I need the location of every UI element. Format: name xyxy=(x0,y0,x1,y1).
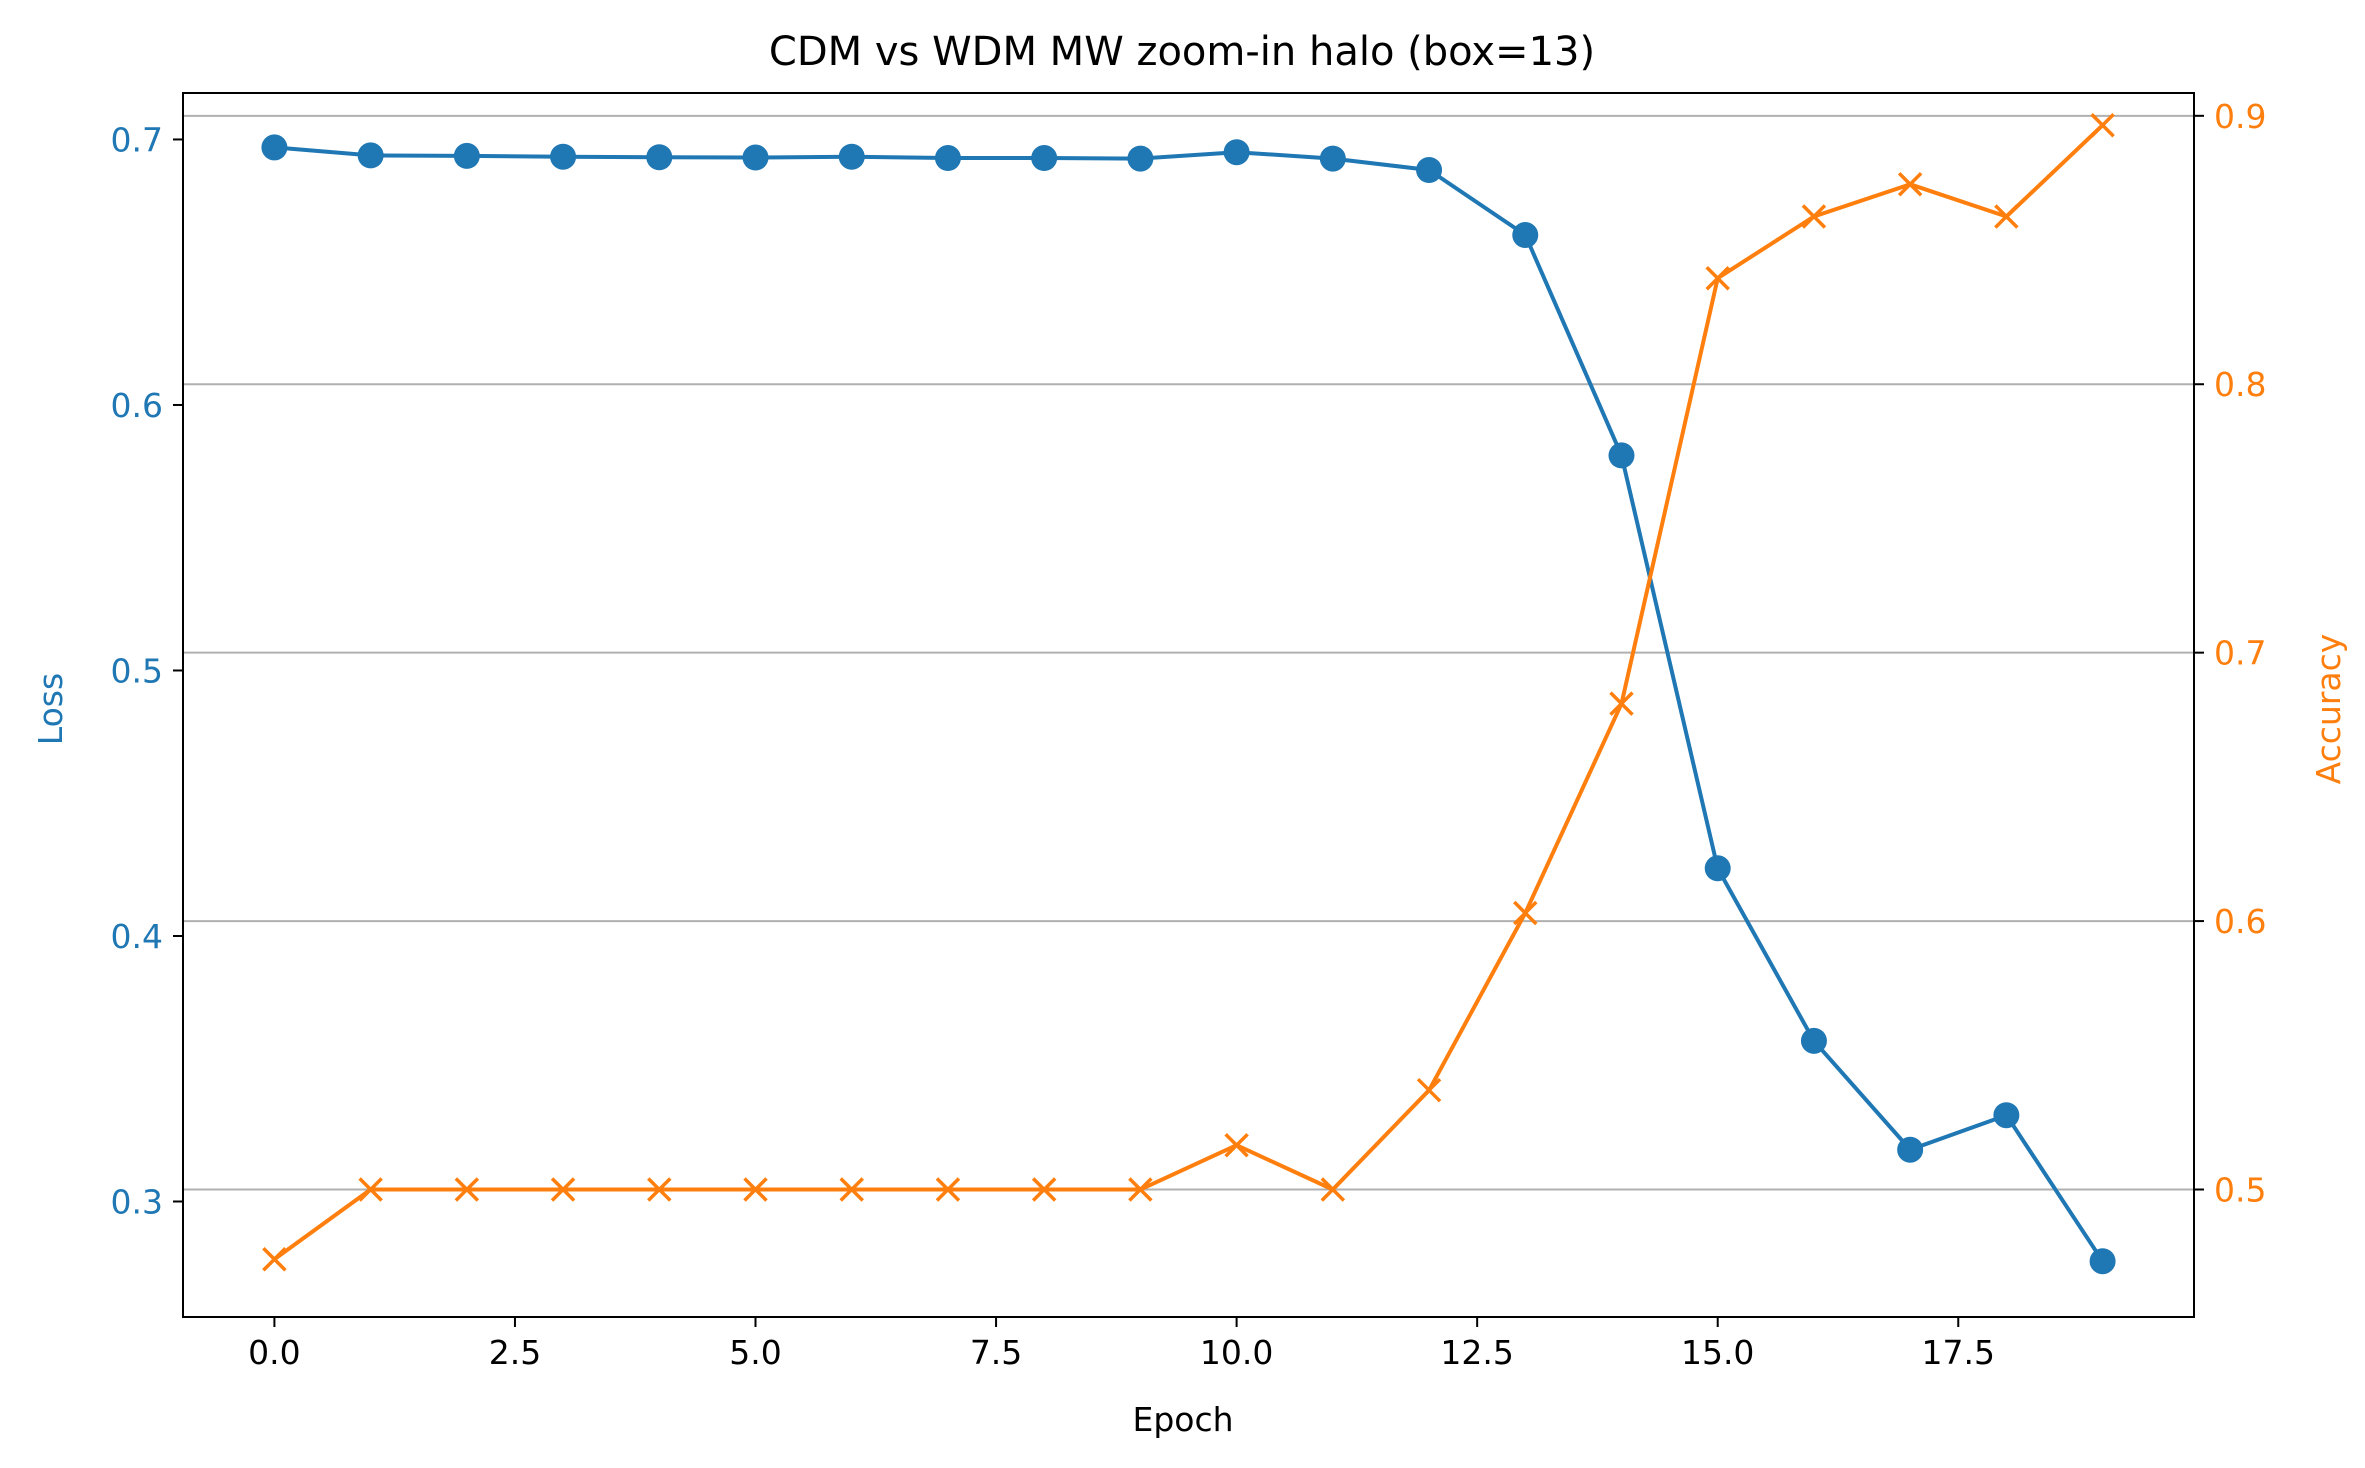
accuracy-point xyxy=(1705,265,1730,291)
left-y-axis: 0.3 0.4 0.5 0.6 0.7 xyxy=(111,120,183,1222)
right-y-axis: 0.5 0.6 0.7 0.8 0.9 xyxy=(2194,97,2266,1210)
x-tick-label: 15.0 xyxy=(1681,1333,1754,1372)
loss-point xyxy=(1319,145,1346,172)
x-tick-label: 0.0 xyxy=(248,1333,300,1372)
right-tick-label: 0.5 xyxy=(2214,1171,2266,1210)
accuracy-point xyxy=(550,1177,576,1202)
accuracy-line xyxy=(272,123,2105,1262)
accuracy-point xyxy=(2090,112,2115,138)
accuracy-point xyxy=(454,1177,480,1202)
accuracy-point xyxy=(1031,1177,1057,1202)
accuracy-point xyxy=(839,1177,864,1202)
x-tick-label: 2.5 xyxy=(489,1333,541,1372)
right-axis-title: Accuracy xyxy=(2309,634,2348,785)
loss-point xyxy=(453,142,480,169)
x-tick-label: 7.5 xyxy=(970,1333,1022,1372)
x-tick-label: 5.0 xyxy=(729,1333,781,1372)
left-tick-label: 0.6 xyxy=(111,386,163,425)
right-tick-label: 0.9 xyxy=(2214,97,2266,136)
loss-point xyxy=(550,143,577,170)
accuracy-point xyxy=(935,1177,961,1202)
left-axis-title: Loss xyxy=(31,673,70,745)
loss-point xyxy=(742,144,769,171)
loss-point xyxy=(261,134,288,161)
accuracy-point xyxy=(1897,172,1923,197)
series-layer xyxy=(261,112,2116,1275)
accuracy-point xyxy=(743,1177,768,1202)
loss-point xyxy=(934,145,961,172)
loss-point xyxy=(838,143,865,170)
accuracy-point xyxy=(647,1177,672,1202)
x-tick-label: 17.5 xyxy=(1922,1333,1995,1372)
loss-series xyxy=(261,134,2116,1275)
left-tick-label: 0.7 xyxy=(111,120,163,159)
accuracy-point xyxy=(1416,1077,1442,1103)
loss-point xyxy=(1993,1102,2020,1129)
loss-point xyxy=(357,142,384,169)
x-tick-label: 10.0 xyxy=(1200,1333,1273,1372)
right-tick-label: 0.7 xyxy=(2214,634,2266,673)
chart-title: CDM vs WDM MW zoom-in halo (box=13) xyxy=(769,29,1595,75)
x-axis-title: Epoch xyxy=(1132,1400,1233,1439)
accuracy-point xyxy=(358,1177,383,1202)
accuracy-point xyxy=(1320,1177,1346,1202)
loss-point xyxy=(1223,139,1250,166)
x-axis: 0.0 2.5 5.0 7.5 10.0 12.5 15.0 17.5 xyxy=(248,1317,1995,1372)
x-tick-label: 12.5 xyxy=(1440,1333,1513,1372)
plot-area-frame xyxy=(182,92,2195,1318)
accuracy-point xyxy=(1224,1132,1249,1158)
accuracy-point xyxy=(1609,691,1634,716)
accuracy-point xyxy=(1128,1177,1153,1202)
left-tick-label: 0.5 xyxy=(111,651,163,690)
loss-point xyxy=(1608,442,1635,469)
accuracy-series xyxy=(262,112,2115,1272)
accuracy-point xyxy=(1994,204,2019,229)
loss-point xyxy=(1416,156,1443,183)
loss-point xyxy=(1800,1027,1827,1054)
loss-point xyxy=(1512,222,1539,249)
accuracy-point xyxy=(262,1247,287,1272)
loss-point xyxy=(1897,1136,1924,1163)
left-tick-label: 0.3 xyxy=(111,1183,163,1222)
accuracy-point xyxy=(1513,900,1538,926)
right-tick-label: 0.8 xyxy=(2214,365,2266,404)
accuracy-point xyxy=(1801,204,1827,229)
loss-point xyxy=(1127,145,1154,172)
left-tick-label: 0.4 xyxy=(111,917,163,956)
loss-point xyxy=(1704,855,1731,882)
loss-point xyxy=(646,144,673,171)
loss-point xyxy=(1031,145,1058,172)
loss-point xyxy=(2089,1248,2116,1275)
loss-line xyxy=(272,145,2105,1264)
right-tick-label: 0.6 xyxy=(2214,902,2266,941)
